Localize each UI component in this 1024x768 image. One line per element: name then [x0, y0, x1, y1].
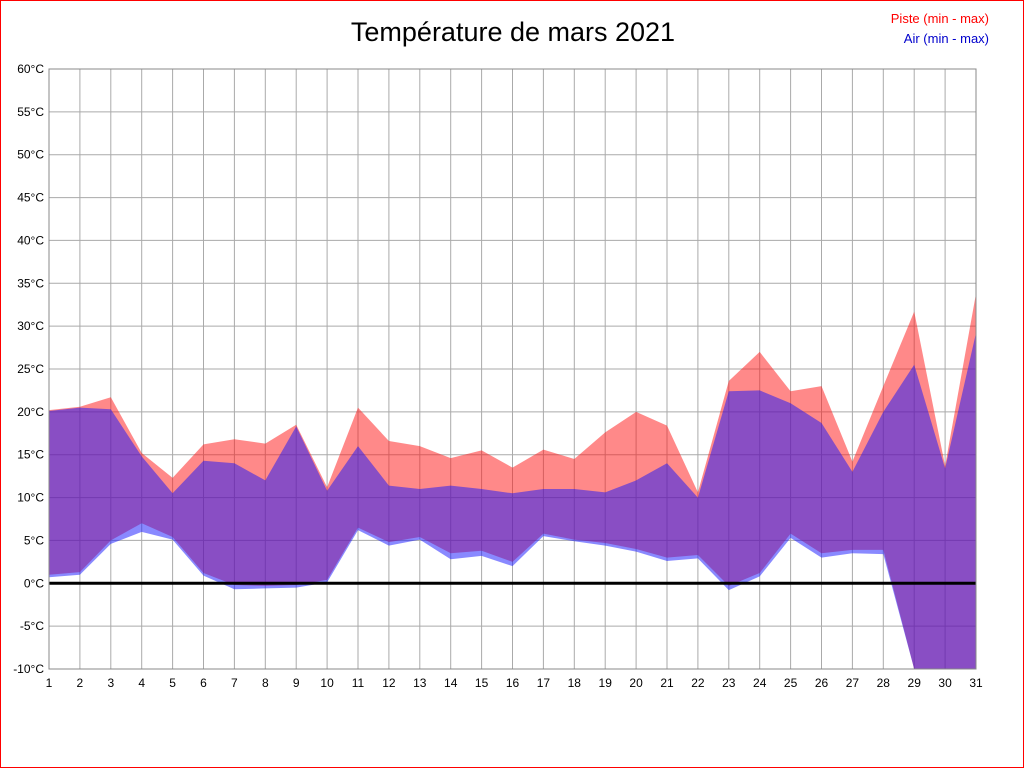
- svg-text:11: 11: [352, 676, 365, 690]
- svg-text:14: 14: [444, 676, 458, 690]
- svg-text:30: 30: [938, 676, 952, 690]
- svg-text:55°C: 55°C: [17, 105, 44, 119]
- chart-title: Température de mars 2021: [350, 17, 676, 47]
- chart-legend: Piste (min - max) Air (min - max): [891, 9, 989, 49]
- svg-text:4: 4: [138, 676, 145, 690]
- svg-text:-10°C: -10°C: [13, 662, 44, 676]
- svg-text:22: 22: [691, 676, 705, 690]
- svg-text:-5°C: -5°C: [20, 619, 44, 633]
- svg-text:35°C: 35°C: [17, 276, 44, 290]
- svg-text:30°C: 30°C: [17, 319, 44, 333]
- svg-text:6: 6: [200, 676, 207, 690]
- svg-text:2: 2: [77, 676, 84, 690]
- svg-text:15°C: 15°C: [17, 448, 44, 462]
- y-axis-labels: -10°C -5°C 0°C 5°C 10°C 15°C 20°C 25°C 30°C 35°C 4…: [13, 62, 44, 676]
- svg-text:23: 23: [722, 676, 736, 690]
- svg-text:50°C: 50°C: [17, 148, 44, 162]
- svg-text:29: 29: [908, 676, 922, 690]
- svg-text:15: 15: [475, 676, 489, 690]
- svg-text:25°C: 25°C: [17, 362, 44, 376]
- svg-text:21: 21: [660, 676, 674, 690]
- svg-text:27: 27: [846, 676, 860, 690]
- svg-text:1: 1: [46, 676, 53, 690]
- plot-border: [48, 68, 977, 670]
- svg-text:24: 24: [753, 676, 767, 690]
- svg-text:5: 5: [169, 676, 176, 690]
- svg-text:20: 20: [629, 676, 643, 690]
- legend-air-label: Air (min - max): [903, 31, 989, 46]
- svg-text:28: 28: [877, 676, 891, 690]
- band-series-1: [49, 333, 976, 669]
- legend-item-air: Air (min - max): [891, 29, 989, 49]
- svg-text:20°C: 20°C: [17, 405, 44, 419]
- svg-text:10°C: 10°C: [17, 491, 44, 505]
- svg-text:60°C: 60°C: [17, 62, 44, 76]
- legend-piste-label: Piste (min - max): [890, 11, 989, 26]
- svg-text:12: 12: [382, 676, 396, 690]
- svg-text:5°C: 5°C: [24, 533, 44, 547]
- svg-text:13: 13: [413, 676, 427, 690]
- x-axis-labels: 1 2 3 4 5 6 7 8 9 10 11 12 13 14 15 16 17 18 19 20 21 22 23 24 2…: [46, 676, 983, 690]
- svg-text:16: 16: [506, 676, 520, 690]
- svg-text:18: 18: [568, 676, 582, 690]
- svg-text:10: 10: [320, 676, 334, 690]
- svg-text:45°C: 45°C: [17, 191, 44, 205]
- gridlines: [48, 68, 977, 670]
- svg-text:25: 25: [784, 676, 798, 690]
- svg-text:3: 3: [107, 676, 114, 690]
- svg-text:31: 31: [969, 676, 983, 690]
- svg-text:9: 9: [293, 676, 300, 690]
- svg-text:26: 26: [815, 676, 829, 690]
- svg-text:40°C: 40°C: [17, 233, 44, 247]
- svg-text:8: 8: [262, 676, 269, 690]
- svg-text:19: 19: [599, 676, 613, 690]
- svg-text:0°C: 0°C: [24, 576, 44, 590]
- svg-text:17: 17: [537, 676, 551, 690]
- legend-item-piste: Piste (min - max): [891, 9, 989, 29]
- svg-text:7: 7: [231, 676, 238, 690]
